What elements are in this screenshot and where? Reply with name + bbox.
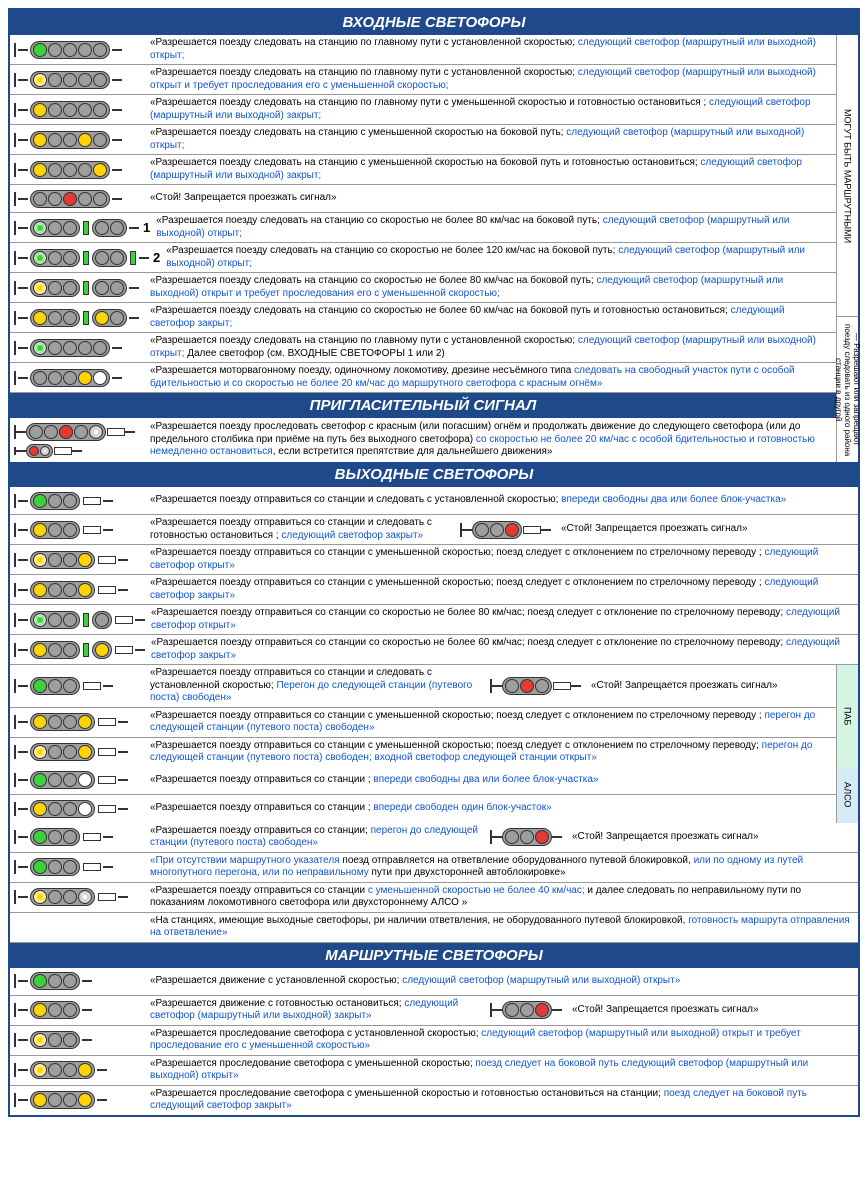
exit-row-4: «Разрешается поезду отправиться со станц… [10,575,858,605]
route-row-3: «Разрешается проследование светофора с у… [10,1026,858,1056]
exit-row-5: «Разрешается поезду отправиться со станц… [10,605,858,635]
document-frame: ВХОДНЫЕ СВЕТОФОРЫ «Разрешается поезду сл… [8,8,860,1117]
entry-row-12: «Разрешается моторвагонному поезду, один… [10,363,836,393]
section-header-exit: ВЫХОДНЫЕ СВЕТОФОРЫ [10,462,858,487]
exit-row-1: «Разрешается поезду отправиться со станц… [10,487,858,515]
exit-row-9: «Разрешается поезду отправиться со станц… [10,738,836,767]
exit-row-13: «При отсутствии маршрутного указателя по… [10,853,858,883]
entry-row-4: «Разрешается поезду следовать на станцию… [10,125,836,155]
route-row-4: «Разрешается проследование светофора с у… [10,1056,858,1086]
route-row-5: «Разрешается проследование светофора с у… [10,1086,858,1115]
signal-icon [14,41,144,59]
side-label-description: — Разрешают или запрещают поезду следова… [837,317,858,462]
exit-row-12: «Разрешается поезду отправиться со станц… [10,823,858,853]
inline-signal-stop [460,521,551,539]
exit-row-7: «Разрешается поезду отправиться со станц… [10,665,836,708]
section-header-invitation: ПРИГЛАСИТЕЛЬНЫЙ СИГНАЛ [10,393,836,418]
side-column-top: МОГУТ БЫТЬ МАРШРУТНЫМИ — Разрешают или з… [836,35,858,462]
entry-row-7: 1 «Разрешается поезду следовать на станц… [10,213,836,243]
invitation-row: «Разрешается поезду проследовать светофо… [10,418,836,462]
exit-row-2: «Разрешается поезду отправиться со станц… [10,515,858,545]
side-label-marshrut: МОГУТ БЫТЬ МАРШРУТНЫМИ [837,35,858,317]
entry-row-6: «Стой! Запрещается проезжать сигнал» [10,185,836,213]
exit-row-14: «Разрешается поезду отправиться со станц… [10,883,858,913]
route-row-1: «Разрешается движение с установленной ск… [10,968,858,996]
exit-row-10: «Разрешается поезду отправиться со станц… [10,767,836,795]
entry-row-9: «Разрешается поезду следовать на станцию… [10,273,836,303]
section-header-route: МАРШРУТНЫЕ СВЕТОФОРЫ [10,943,858,968]
exit-row-11: «Разрешается поезду отправиться со станц… [10,795,836,823]
route-row-2: «Разрешается движение с готовностью оста… [10,996,858,1026]
exit-row-15: «На станциях, имеющие выходные светофоры… [10,913,858,943]
exit-row-3: «Разрешается поезду отправиться со станц… [10,545,858,575]
entry-row-2: «Разрешается поезду следовать на станцию… [10,65,836,95]
entry-row-1: «Разрешается поезду следовать на станцию… [10,35,836,65]
entry-row-3: «Разрешается поезду следовать на станцию… [10,95,836,125]
entry-row-10: «Разрешается поезду следовать на станцию… [10,303,836,333]
section-body-entry: «Разрешается поезду следовать на станцию… [10,35,858,462]
section-header-entry: ВХОДНЫЕ СВЕТОФОРЫ [10,10,858,35]
entry-row-8: 2 «Разрешается поезду следовать на станц… [10,243,836,273]
side-label-also: АЛСО [837,767,858,823]
exit-row-6: «Разрешается поезду отправиться со станц… [10,635,858,665]
side-label-pab: ПАБ [837,665,858,767]
entry-row-11: «Разрешается поезду следовать на станцию… [10,333,836,363]
also-block: «Разрешается поезду отправиться со станц… [10,767,858,823]
entry-row-5: «Разрешается поезду следовать на станцию… [10,155,836,185]
pab-block: «Разрешается поезду отправиться со станц… [10,665,858,767]
exit-row-8: «Разрешается поезду отправиться со станц… [10,708,836,738]
